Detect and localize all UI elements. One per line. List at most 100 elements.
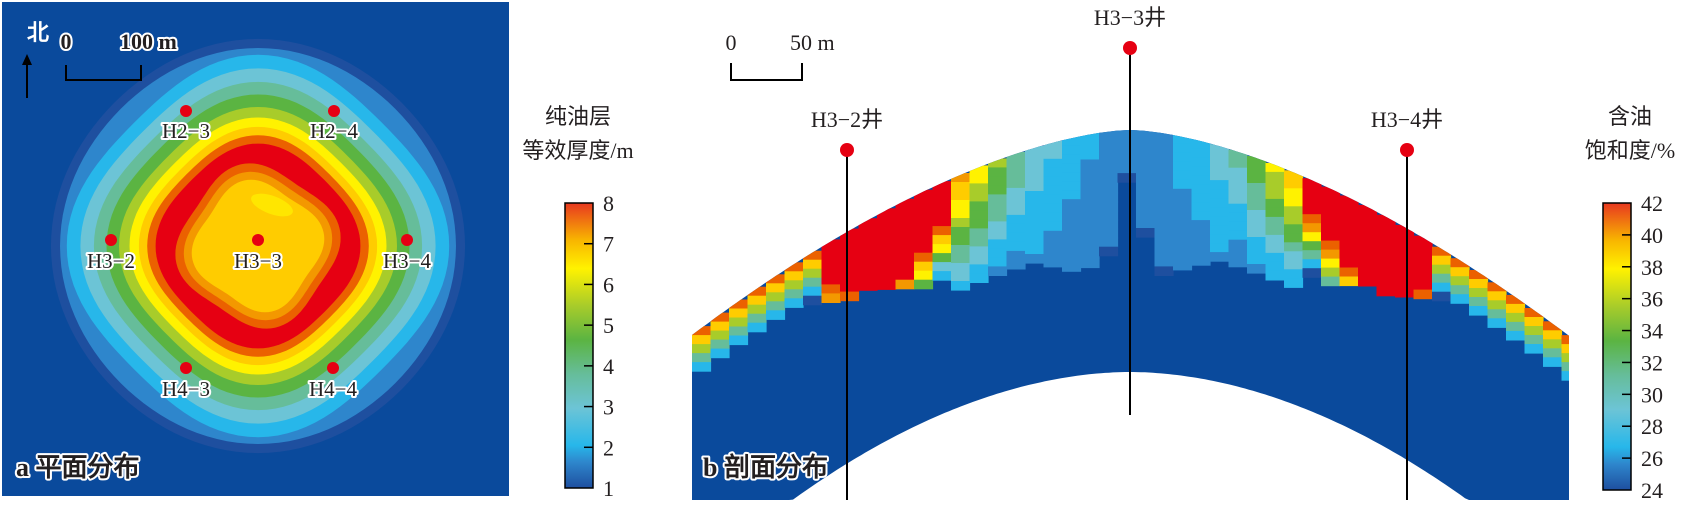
saturation-cell	[692, 326, 712, 336]
saturation-cell	[1173, 224, 1193, 235]
saturation-cell	[1173, 251, 1193, 262]
saturation-cell	[1006, 169, 1026, 180]
saturation-cell	[1006, 187, 1026, 198]
saturation-cell	[1228, 221, 1248, 232]
saturation-cell	[1099, 201, 1119, 212]
saturation-cell	[1358, 267, 1378, 278]
well-label: H3−3	[234, 249, 282, 273]
well-label: H4−3	[162, 377, 210, 401]
saturation-cell	[1043, 257, 1063, 268]
saturation-cell	[1154, 158, 1174, 168]
saturation-cell	[1284, 233, 1304, 243]
saturation-cell	[1080, 132, 1100, 143]
saturation-cell	[951, 263, 971, 273]
saturation-cell	[877, 226, 897, 236]
saturation-cell	[1154, 149, 1174, 159]
saturation-cell	[1080, 141, 1100, 152]
saturation-cell	[1006, 151, 1026, 162]
saturation-cell	[1524, 317, 1544, 327]
saturation-cell	[729, 317, 749, 328]
saturation-cell	[1265, 198, 1285, 209]
saturation-cell	[895, 234, 915, 245]
saturation-cell	[1302, 214, 1322, 224]
saturation-cell	[784, 262, 804, 272]
saturation-cell	[766, 274, 786, 284]
saturation-cell	[1136, 147, 1156, 157]
saturation-cell	[1099, 165, 1119, 176]
saturation-cell	[1524, 326, 1544, 336]
saturation-cell	[1265, 189, 1285, 200]
saturation-cell	[1413, 253, 1433, 264]
saturation-cell	[1062, 145, 1082, 155]
saturation-cell	[784, 298, 804, 308]
saturation-cell	[1210, 225, 1230, 235]
saturation-cell	[1395, 242, 1415, 253]
saturation-cell	[1043, 140, 1063, 151]
well-label: H3−2井	[811, 107, 883, 132]
saturation-cell	[914, 207, 934, 218]
saturation-cell	[1284, 269, 1304, 279]
saturation-cell	[1136, 156, 1156, 166]
saturation-cell	[1154, 203, 1174, 213]
saturation-cell	[1191, 193, 1211, 203]
saturation-cell	[1173, 143, 1193, 154]
saturation-cell	[932, 226, 952, 236]
saturation-cell	[951, 191, 971, 201]
saturation-cell	[1173, 215, 1193, 226]
saturation-cell	[1062, 253, 1082, 263]
saturation-cell	[1173, 188, 1193, 199]
saturation-cell	[1062, 226, 1082, 236]
saturation-cell	[1339, 267, 1359, 278]
colorbar-tick-label: 26	[1641, 446, 1663, 471]
well-label: H3−2	[87, 249, 135, 273]
saturation-cell	[951, 227, 971, 237]
saturation-cell	[1080, 168, 1100, 179]
scale-end-a: 100 m	[120, 29, 177, 54]
saturation-cell	[1080, 150, 1100, 161]
saturation-cell	[1247, 183, 1267, 193]
saturation-cell	[1469, 270, 1489, 280]
saturation-cell	[1043, 230, 1063, 241]
saturation-cell	[1191, 238, 1211, 248]
saturation-cell	[988, 194, 1008, 204]
saturation-cell	[951, 254, 971, 264]
saturation-cell	[840, 273, 860, 284]
saturation-cell	[1062, 208, 1082, 218]
saturation-cell	[858, 272, 878, 282]
saturation-cell	[1043, 149, 1063, 160]
saturation-cell	[1395, 260, 1415, 271]
saturation-cell	[988, 248, 1008, 258]
saturation-cell	[932, 181, 952, 191]
saturation-cell	[1247, 264, 1267, 274]
saturation-cell	[1284, 242, 1304, 252]
saturation-cell	[1080, 159, 1100, 170]
colorbar-b-title-line2: 饱和度/%	[1585, 138, 1675, 163]
saturation-cell	[877, 235, 897, 245]
saturation-cell	[1228, 158, 1248, 169]
saturation-cell	[803, 286, 823, 297]
saturation-cell	[1136, 210, 1156, 220]
saturation-cell	[1413, 289, 1433, 300]
saturation-cell	[951, 209, 971, 219]
scale-zero-b: 0	[726, 30, 737, 55]
saturation-cell	[1006, 196, 1026, 207]
saturation-cell	[1173, 233, 1193, 244]
saturation-cell	[1524, 344, 1544, 354]
saturation-cell	[858, 236, 878, 246]
saturation-cell	[1376, 268, 1396, 279]
saturation-cell	[1247, 255, 1267, 265]
saturation-cell	[1561, 344, 1569, 354]
saturation-cell	[1450, 267, 1470, 277]
north-arrow: 北	[22, 20, 49, 98]
scale-bar-b: 0 50 m	[726, 30, 835, 81]
saturation-cell	[895, 243, 915, 254]
saturation-cell	[951, 200, 971, 210]
saturation-cell	[1191, 175, 1211, 185]
saturation-cell	[1099, 228, 1119, 239]
saturation-cell	[1395, 251, 1415, 262]
saturation-cell	[1099, 130, 1119, 140]
saturation-cell	[1228, 194, 1248, 205]
saturation-cell	[1025, 146, 1045, 156]
saturation-cell	[1339, 276, 1359, 287]
saturation-cell	[1339, 258, 1359, 269]
